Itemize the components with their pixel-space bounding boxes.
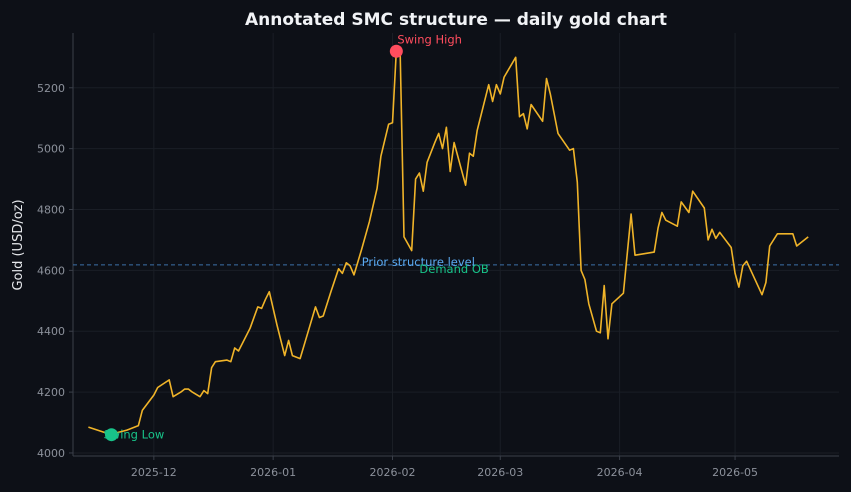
- prior-structure-level-label: Prior structure level: [362, 255, 475, 269]
- y-tick-label: 4600: [37, 264, 65, 277]
- swing-low-marker: [104, 428, 118, 442]
- x-tick-label: 2025-12: [131, 466, 177, 479]
- grid: [73, 33, 839, 456]
- axes: 4000 4200 4400 4600 4800 5000 5200 2025-12 2026-…: [37, 33, 839, 479]
- y-tick-label: 4800: [37, 204, 65, 217]
- swing-high-marker: [389, 44, 403, 58]
- x-tick-label: 2026-03: [477, 466, 523, 479]
- series: [88, 50, 809, 436]
- x-tick-label: 2026-02: [370, 466, 416, 479]
- x-tick-label: 2026-04: [597, 466, 643, 479]
- y-tick-label: 5000: [37, 143, 65, 156]
- annotations: Swing High Swing Low Prior structure level…: [103, 32, 488, 441]
- y-axis-label: Gold (USD/oz): [11, 199, 26, 290]
- y-tick-label: 4400: [37, 325, 65, 338]
- y-tick-label: 4000: [37, 447, 65, 460]
- chart-title: Annotated SMC structure — daily gold cha…: [245, 10, 667, 30]
- x-tick-label: 2026-01: [250, 466, 296, 479]
- y-tick-label: 5200: [37, 82, 65, 95]
- demand-ob-label: Demand OB: [419, 262, 488, 276]
- price-series-line: [88, 50, 809, 436]
- y-tick-label: 4200: [37, 386, 65, 399]
- x-tick-label: 2026-05: [712, 466, 758, 479]
- swing-low-label: Swing Low: [103, 428, 164, 442]
- swing-high-label: Swing High: [397, 32, 462, 46]
